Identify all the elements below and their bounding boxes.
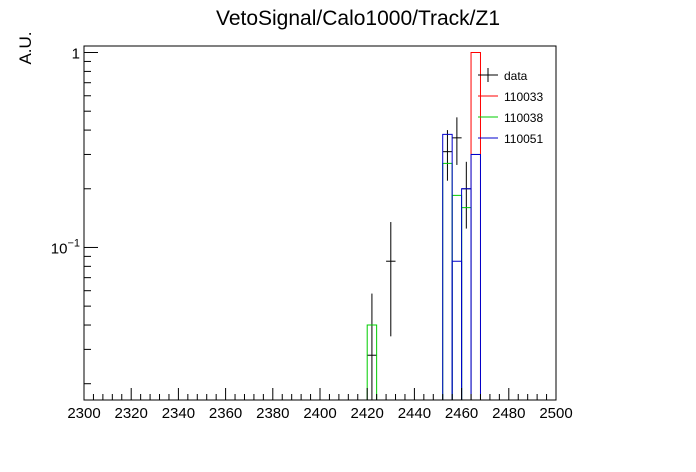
x-tick-label: 2320 — [115, 405, 148, 422]
hist-bin-110038 — [442, 162, 453, 400]
data-point — [452, 117, 462, 165]
legend-label: 110051 — [504, 132, 543, 146]
series-layer — [366, 52, 481, 400]
legend-label: 110033 — [504, 90, 543, 104]
y-axis-label: A.U. — [16, 31, 35, 64]
legend-entry: 110038 — [478, 111, 543, 125]
data-point — [367, 293, 377, 400]
legend-entry: 110051 — [478, 132, 543, 146]
y-tick-label: 1 — [72, 46, 80, 63]
plot-frame — [83, 45, 557, 401]
legend-label: data — [504, 69, 528, 83]
y-tick-label: 10−1 — [51, 237, 80, 257]
data-point — [442, 130, 453, 181]
axis-layer: 2300 2320 2340 2360 2380 2400 2420 2440 2460 2480… — [51, 46, 573, 422]
hist-bin-110038 — [461, 207, 472, 400]
hist-bin-110038 — [366, 324, 378, 400]
plot-area — [366, 52, 481, 400]
legend-entry: 110033 — [478, 90, 543, 104]
hist-bin-110051 — [470, 153, 481, 400]
legend-entry: data — [478, 68, 528, 83]
hist-bin-110051 — [451, 260, 463, 400]
x-tick-label: 2500 — [539, 405, 572, 422]
x-tick-label: 2480 — [492, 405, 525, 422]
data-point — [461, 161, 472, 229]
legend-label: 110038 — [504, 111, 543, 125]
x-tick-label: 2360 — [209, 405, 242, 422]
x-tick-label: 2300 — [67, 405, 100, 422]
hist-bin-110033 — [470, 52, 481, 400]
x-tick-label: 2340 — [162, 405, 195, 422]
hist-bin-110038 — [451, 194, 463, 400]
legend: data 110033 110038 110051 — [478, 68, 543, 146]
chart-title: VetoSignal/Calo1000/Track/Z1 — [216, 7, 500, 30]
data-point — [386, 222, 396, 337]
x-tick-label: 2420 — [351, 405, 384, 422]
x-tick-label: 2400 — [303, 405, 336, 422]
x-tick-label: 2380 — [256, 405, 289, 422]
x-tick-label: 2440 — [398, 405, 431, 422]
x-tick-label: 2460 — [445, 405, 478, 422]
